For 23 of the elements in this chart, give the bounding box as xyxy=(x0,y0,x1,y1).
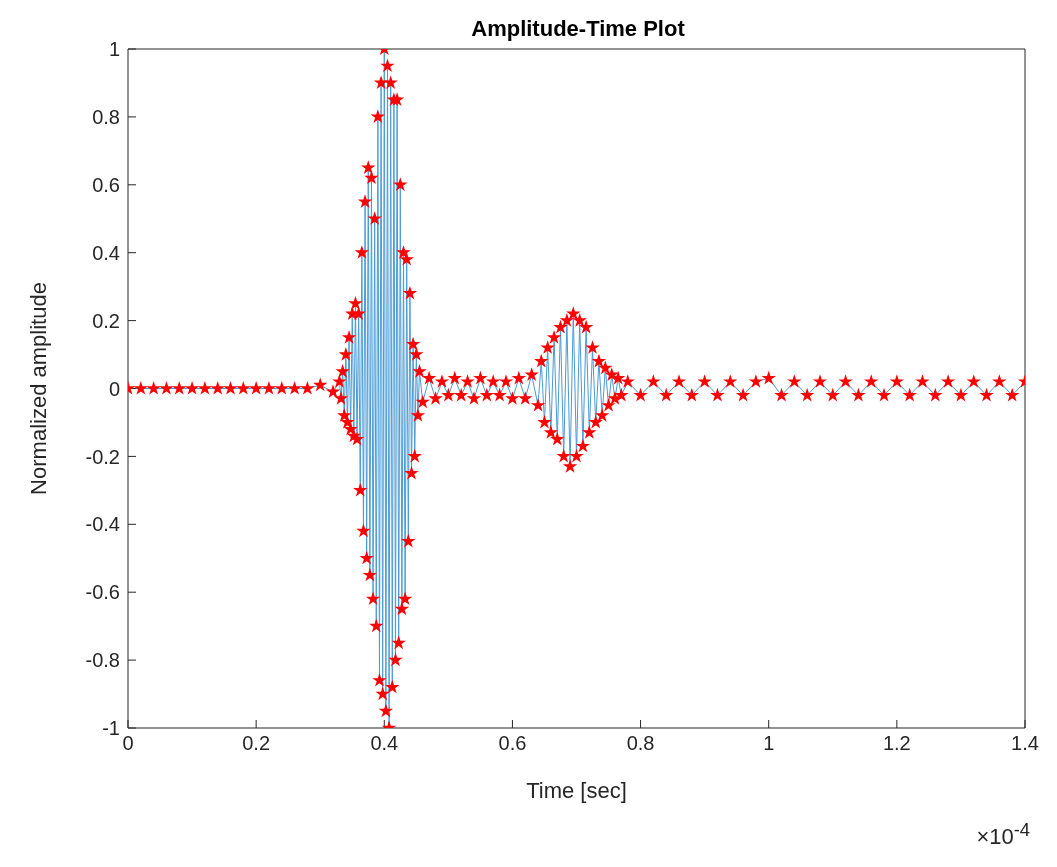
x-tick-label: 0.8 xyxy=(626,732,655,755)
y-tick-label: -0.8 xyxy=(85,649,120,672)
y-tick-label: 1 xyxy=(108,38,120,61)
y-tick-label: -1 xyxy=(102,717,120,740)
x-tick-label: 0.2 xyxy=(242,732,271,755)
x-tick-label: 0 xyxy=(122,732,134,755)
y-tick-label: 0.4 xyxy=(92,241,120,264)
x-tick-label: 1.2 xyxy=(882,732,911,755)
y-tick-label: -0.4 xyxy=(85,513,120,536)
chart-title: Amplitude-Time Plot xyxy=(470,16,686,42)
y-tick-label: 0.8 xyxy=(92,106,120,128)
y-tick-label: 0.2 xyxy=(92,309,120,332)
y-tick-label: 0.6 xyxy=(92,173,120,196)
y-tick-label: -0.6 xyxy=(85,581,120,604)
x-tick-label: 1 xyxy=(763,732,775,755)
y-tick-label: -0.2 xyxy=(85,445,120,468)
x-axis-title: Time [sec] xyxy=(526,778,627,803)
x-tick-label: 0.4 xyxy=(370,732,399,755)
y-axis-title: Normalized amplitude xyxy=(25,282,51,495)
x-tick-label: 0.6 xyxy=(498,732,527,755)
y-tick-label: 0 xyxy=(108,377,120,400)
text: ×10$^{-4}$ xyxy=(976,818,1030,850)
x-tick-label: 1.4 xyxy=(1011,732,1039,755)
